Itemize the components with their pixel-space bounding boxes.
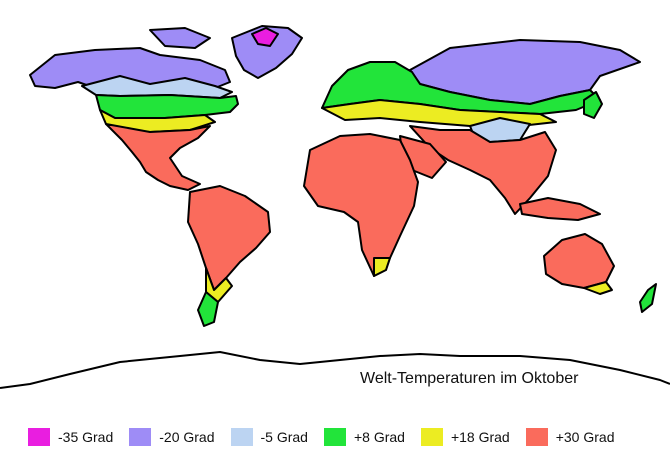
- map-title: Welt-Temperaturen im Oktober: [360, 370, 579, 387]
- legend-swatch: [230, 428, 253, 446]
- legend-item: +30 Grad: [525, 428, 615, 446]
- legend-item: -20 Grad: [129, 428, 215, 446]
- legend: -35 Grad -20 Grad -5 Grad +8 Grad +18 Gr…: [28, 428, 630, 446]
- legend-item: -35 Grad: [28, 428, 113, 446]
- legend-label: +30 Grad: [555, 429, 615, 445]
- legend-label: +8 Grad: [353, 429, 405, 445]
- legend-item: -5 Grad: [230, 428, 308, 446]
- japan: [583, 91, 603, 119]
- na-red: [105, 123, 211, 191]
- legend-swatch: [323, 428, 346, 446]
- se-asia-islands: [519, 197, 601, 221]
- new-zealand: [639, 283, 657, 313]
- greenland: [231, 25, 303, 79]
- legend-item: +18 Grad: [420, 428, 510, 446]
- north-america: [29, 47, 239, 191]
- legend-label: -35 Grad: [58, 429, 114, 445]
- legend-swatch: [420, 428, 443, 446]
- africa-red: [303, 133, 419, 277]
- greenland-core: [251, 27, 279, 47]
- na-green: [95, 94, 239, 119]
- arctic-islands: [149, 27, 211, 49]
- aus-yellow: [583, 281, 613, 295]
- antarctica-coast: [0, 351, 670, 389]
- legend-label: -20 Grad: [159, 429, 215, 445]
- asia-red: [409, 125, 557, 215]
- aus-red: [543, 233, 615, 289]
- south-america: [187, 185, 271, 327]
- legend-item: +8 Grad: [323, 428, 405, 446]
- sa-green: [197, 291, 219, 327]
- africa: [303, 133, 419, 277]
- legend-swatch: [28, 428, 50, 446]
- legend-swatch: [525, 428, 548, 446]
- legend-label: +18 Grad: [450, 429, 510, 445]
- australia: [543, 233, 615, 295]
- sa-red: [187, 185, 271, 291]
- legend-label: -5 Grad: [260, 429, 308, 445]
- legend-swatch: [129, 428, 152, 446]
- africa-yellow: [373, 257, 391, 277]
